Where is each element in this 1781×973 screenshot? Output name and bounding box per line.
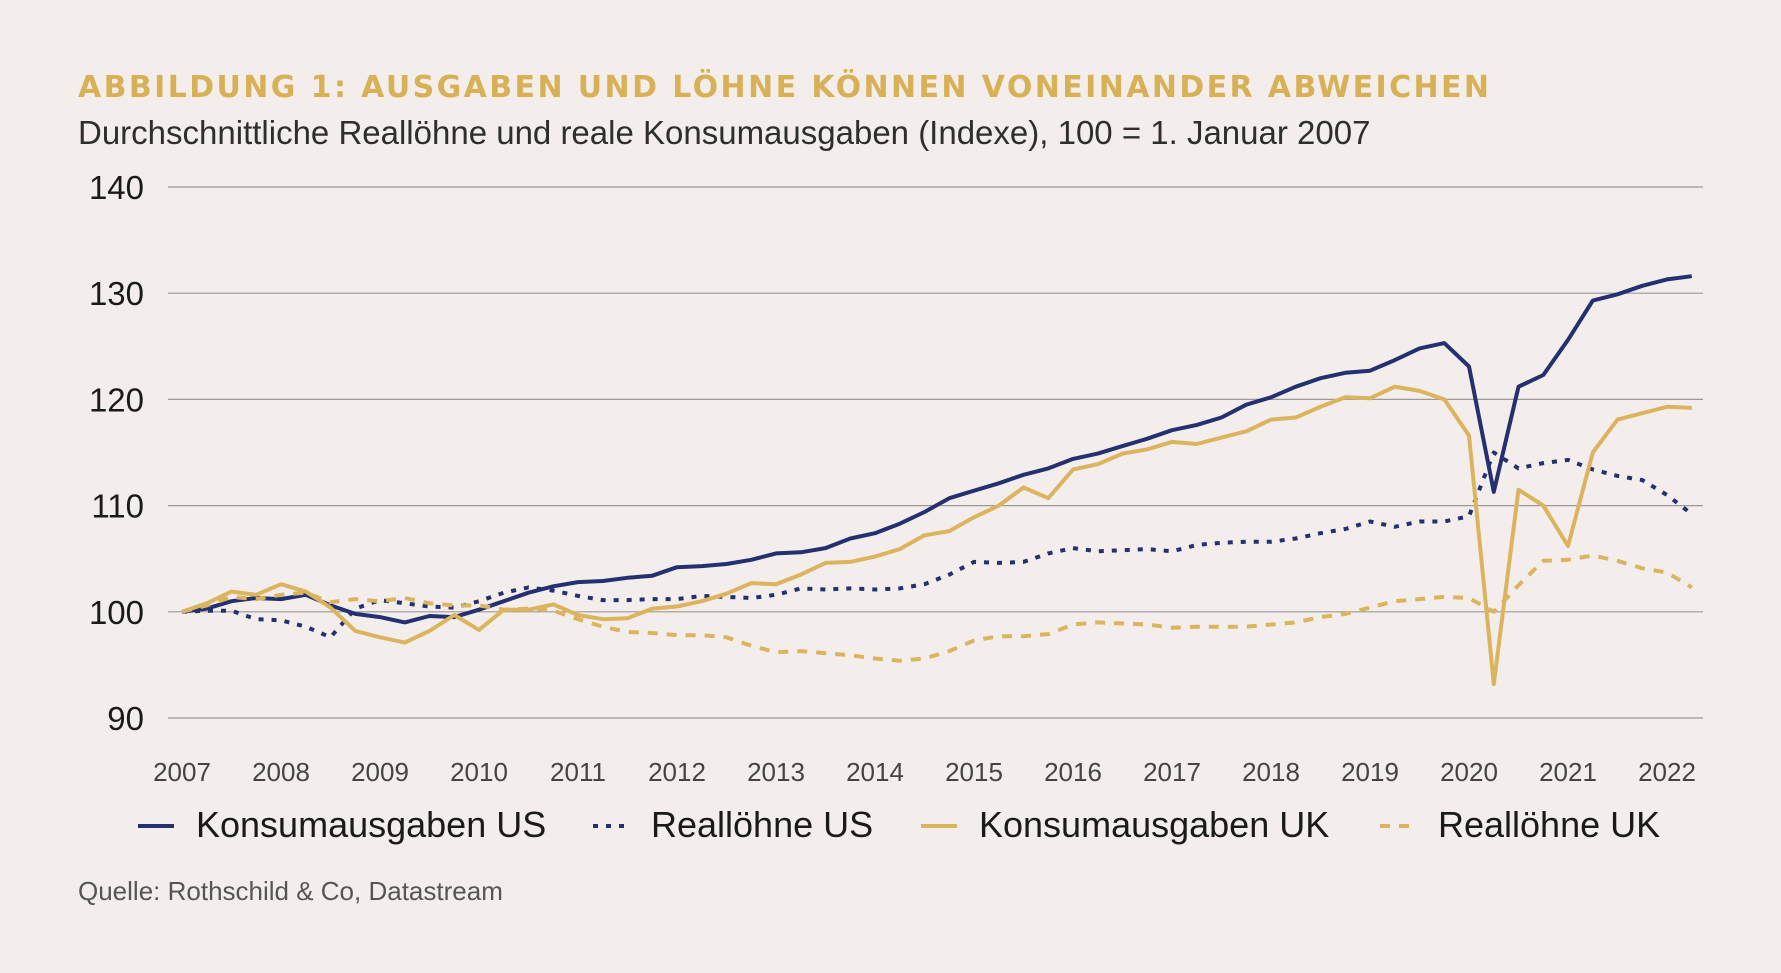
x-axis-ticks: 2007 2008 2009 2010 2011 2012 2013 2014 2015 2016… <box>153 757 1696 787</box>
legend-item: Reallöhne UK <box>1380 800 1660 850</box>
chart-title: ABBILDUNG 1: AUSGABEN UND LÖHNE KÖNNEN V… <box>78 70 1492 105</box>
chart-subtitle: Durchschnittliche Reallöhne und reale Ko… <box>78 114 1371 151</box>
series-line-0 <box>181 274 1693 625</box>
x-tick-label: 2013 <box>747 757 805 787</box>
legend-swatch <box>921 824 957 828</box>
legend-label: Konsumausgaben US <box>196 804 547 845</box>
y-tick-label: 130 <box>89 275 144 312</box>
x-tick-label: 2014 <box>846 757 904 787</box>
x-tick-label: 2011 <box>550 757 606 787</box>
legend-swatch <box>593 824 629 828</box>
y-tick-label: 120 <box>89 381 144 418</box>
series-lines <box>181 274 1694 686</box>
y-tick-label: 110 <box>91 488 144 525</box>
y-axis-ticks: 90 100 110 120 130 140 <box>89 169 144 737</box>
gridlines <box>168 186 1703 719</box>
legend-item: Konsumausgaben UK <box>921 800 1329 850</box>
legend-swatch <box>138 824 174 828</box>
legend-swatch <box>1380 824 1416 828</box>
x-tick-label: 2016 <box>1044 757 1102 787</box>
x-tick-label: 2021 <box>1539 757 1597 787</box>
series-line-2 <box>181 384 1692 686</box>
legend-label: Reallöhne US <box>651 804 874 845</box>
x-tick-label: 2019 <box>1341 757 1399 787</box>
legend-label: Konsumausgaben UK <box>979 804 1330 845</box>
source-note: Quelle: Rothschild & Co, Datastream <box>78 876 503 906</box>
y-tick-label: 140 <box>89 169 144 206</box>
chart-legend: Konsumausgaben US Reallöhne US Konsumausga… <box>138 800 1698 850</box>
series-line-3 <box>181 553 1693 663</box>
legend-item: Konsumausgaben US <box>138 800 546 850</box>
legend-item: Reallöhne US <box>593 800 873 850</box>
series-line-1 <box>181 450 1694 640</box>
x-tick-label: 2009 <box>351 757 409 787</box>
x-tick-label: 2012 <box>648 757 706 787</box>
x-tick-label: 2017 <box>1143 757 1201 787</box>
x-tick-label: 2022 <box>1638 757 1696 787</box>
x-tick-label: 2010 <box>450 757 508 787</box>
y-tick-label: 100 <box>89 594 144 631</box>
legend-label: Reallöhne UK <box>1438 804 1661 845</box>
x-tick-label: 2015 <box>945 757 1003 787</box>
x-tick-label: 2007 <box>153 757 211 787</box>
x-tick-label: 2018 <box>1242 757 1300 787</box>
x-tick-label: 2020 <box>1440 757 1498 787</box>
x-tick-label: 2008 <box>252 757 310 787</box>
y-tick-label: 90 <box>107 700 144 737</box>
